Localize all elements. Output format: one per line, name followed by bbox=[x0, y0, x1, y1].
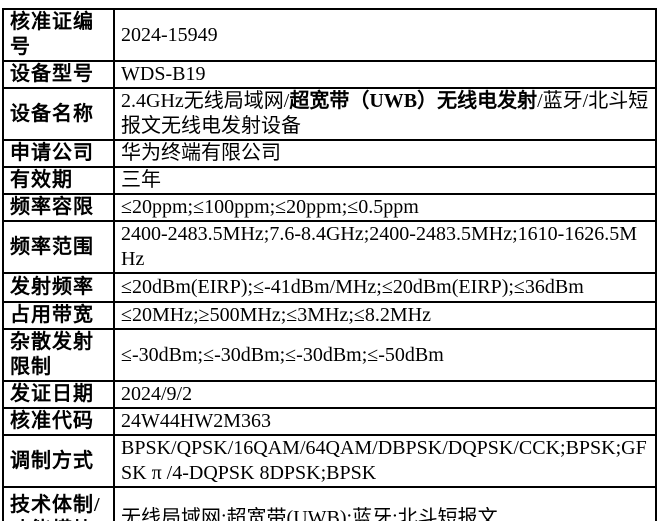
approval-certificate-table: 核准证编号 2024-15949 设备型号 WDS-B19 设备名称 2.4GH… bbox=[2, 8, 657, 521]
spurious-emission-limit-label: 杂散发射限制 bbox=[2, 328, 115, 382]
certificate-number-label: 核准证编号 bbox=[2, 8, 115, 62]
device-name-label: 设备名称 bbox=[2, 87, 115, 141]
row-certificate-number: 核准证编号 2024-15949 bbox=[2, 8, 657, 62]
device-name-part-1: 2.4GHz无线局域网/ bbox=[121, 90, 290, 112]
device-model-label: 设备型号 bbox=[2, 60, 115, 89]
frequency-tolerance-label: 频率容限 bbox=[2, 193, 115, 222]
applicant-company-value: 华为终端有限公司 bbox=[113, 139, 657, 168]
row-applicant-company: 申请公司 华为终端有限公司 bbox=[2, 139, 657, 168]
modulation-mode-label: 调制方式 bbox=[2, 434, 115, 488]
row-spurious-emission-limit: 杂散发射限制 ≤-30dBm;≤-30dBm;≤-30dBm;≤-50dBm bbox=[2, 328, 657, 382]
row-approval-code: 核准代码 24W44HW2M363 bbox=[2, 407, 657, 436]
row-device-model: 设备型号 WDS-B19 bbox=[2, 60, 657, 89]
tech-system-function-module-value: 无线局域网;超宽带(UWB);蓝牙;北斗短报文 bbox=[113, 486, 657, 521]
row-frequency-range: 频率范围 2400-2483.5MHz;7.6-8.4GHz;2400-2483… bbox=[2, 220, 657, 274]
frequency-range-label: 频率范围 bbox=[2, 220, 115, 274]
approval-code-value: 24W44HW2M363 bbox=[113, 407, 657, 436]
modulation-mode-value: BPSK/QPSK/16QAM/64QAM/DBPSK/DQPSK/CCK;BP… bbox=[113, 434, 657, 488]
validity-period-value: 三年 bbox=[113, 166, 657, 195]
issue-date-label: 发证日期 bbox=[2, 380, 115, 409]
row-issue-date: 发证日期 2024/9/2 bbox=[2, 380, 657, 409]
tech-system-function-module-label: 技术体制/功能模块 bbox=[2, 486, 115, 521]
spurious-emission-limit-value: ≤-30dBm;≤-30dBm;≤-30dBm;≤-50dBm bbox=[113, 328, 657, 382]
issue-date-value: 2024/9/2 bbox=[113, 380, 657, 409]
occupied-bandwidth-label: 占用带宽 bbox=[2, 301, 115, 330]
approval-code-label: 核准代码 bbox=[2, 407, 115, 436]
transmit-frequency-label: 发射频率 bbox=[2, 272, 115, 303]
validity-period-label: 有效期 bbox=[2, 166, 115, 195]
device-name-value: 2.4GHz无线局域网/超宽带（UWB）无线电发射/蓝牙/北斗短报文无线电发射设… bbox=[113, 87, 657, 141]
device-name-part-2: 超宽带（UWB）无线电发射 bbox=[289, 90, 538, 112]
transmit-frequency-value: ≤20dBm(EIRP);≤-41dBm/MHz;≤20dBm(EIRP);≤3… bbox=[113, 272, 657, 303]
device-name-part-3: /蓝牙/北斗短报文无线电发射设备 bbox=[121, 90, 649, 137]
applicant-company-label: 申请公司 bbox=[2, 139, 115, 168]
row-modulation-mode: 调制方式 BPSK/QPSK/16QAM/64QAM/DBPSK/DQPSK/C… bbox=[2, 434, 657, 488]
device-model-value: WDS-B19 bbox=[113, 60, 657, 89]
row-transmit-frequency: 发射频率 ≤20dBm(EIRP);≤-41dBm/MHz;≤20dBm(EIR… bbox=[2, 272, 657, 303]
occupied-bandwidth-value: ≤20MHz;≥500MHz;≤3MHz;≤8.2MHz bbox=[113, 301, 657, 330]
row-frequency-tolerance: 频率容限 ≤20ppm;≤100ppm;≤20ppm;≤0.5ppm bbox=[2, 193, 657, 222]
row-validity-period: 有效期 三年 bbox=[2, 166, 657, 195]
row-occupied-bandwidth: 占用带宽 ≤20MHz;≥500MHz;≤3MHz;≤8.2MHz bbox=[2, 301, 657, 330]
frequency-range-value: 2400-2483.5MHz;7.6-8.4GHz;2400-2483.5MHz… bbox=[113, 220, 657, 274]
certificate-number-value: 2024-15949 bbox=[113, 8, 657, 62]
frequency-tolerance-value: ≤20ppm;≤100ppm;≤20ppm;≤0.5ppm bbox=[113, 193, 657, 222]
row-tech-system-function-module: 技术体制/功能模块 无线局域网;超宽带(UWB);蓝牙;北斗短报文 bbox=[2, 486, 657, 521]
row-device-name: 设备名称 2.4GHz无线局域网/超宽带（UWB）无线电发射/蓝牙/北斗短报文无… bbox=[2, 87, 657, 141]
